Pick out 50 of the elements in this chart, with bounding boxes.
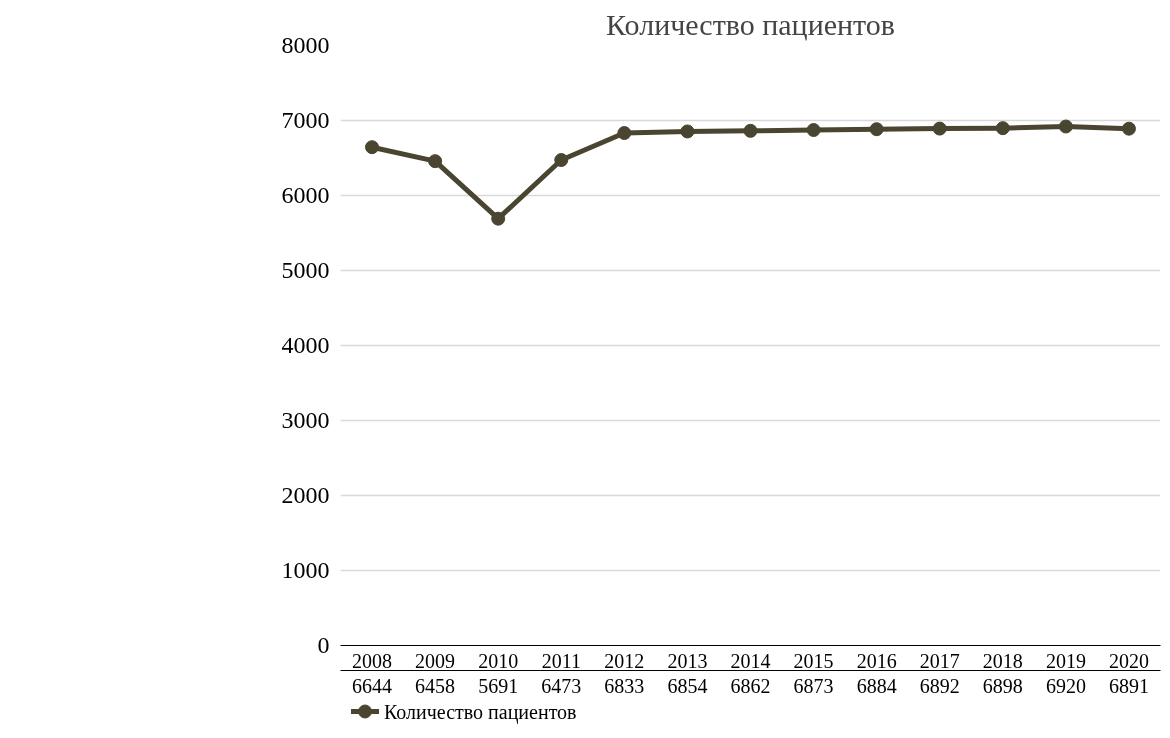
point — [995, 121, 1010, 136]
x-tick-label: 2015 — [793, 649, 834, 672]
point — [743, 123, 758, 138]
point — [428, 154, 443, 169]
x-tick-label: 2014 — [730, 649, 771, 672]
x-tick-label: 2020 — [1108, 649, 1149, 672]
chart-title: Количество пациентов — [606, 7, 895, 41]
x-tick-label: 2019 — [1045, 649, 1086, 672]
data-label: 6833 — [604, 674, 645, 697]
point — [680, 124, 695, 139]
data-label: 6473 — [541, 674, 582, 697]
point — [491, 211, 506, 226]
data-label: 6892 — [919, 674, 960, 697]
x-tick-label: 2010 — [478, 649, 519, 672]
x-tick-label: 2017 — [919, 649, 960, 672]
point — [1058, 119, 1073, 134]
y-tick-label: 7000 — [281, 107, 330, 133]
x-tick-label: 2011 — [541, 649, 581, 672]
y-tick-label: 2000 — [281, 482, 330, 508]
data-label: 6898 — [982, 674, 1023, 697]
y-tick-label: 6000 — [281, 182, 330, 208]
y-tick-label: 1000 — [281, 557, 330, 583]
y-tick-label: 3000 — [281, 407, 330, 433]
point — [932, 121, 947, 136]
y-tick-label: 5000 — [281, 257, 330, 283]
x-tick-label: 2009 — [415, 649, 456, 672]
x-tick-label: 2012 — [604, 649, 645, 672]
data-label: 6854 — [667, 674, 708, 697]
data-label: 6884 — [856, 674, 897, 697]
y-tick-label: 0 — [317, 632, 330, 658]
point — [806, 123, 821, 138]
point — [617, 126, 632, 141]
data-label: 6891 — [1108, 674, 1149, 697]
point — [1121, 121, 1136, 136]
point — [554, 153, 569, 168]
y-tick-label: 4000 — [281, 332, 330, 358]
x-tick-label: 2013 — [667, 649, 708, 672]
data-label: 6644 — [352, 674, 393, 697]
data-label: 6873 — [793, 674, 834, 697]
legend-label: Количество пациентов — [383, 700, 577, 724]
data-label: 6920 — [1045, 674, 1086, 697]
data-label: 5691 — [478, 674, 519, 697]
point — [869, 122, 884, 137]
data-label: 6862 — [730, 674, 771, 697]
y-tick-label: 8000 — [281, 32, 330, 58]
point — [365, 140, 380, 155]
data-label: 6458 — [415, 674, 456, 697]
x-tick-label: 2008 — [352, 649, 393, 672]
x-tick-label: 2016 — [856, 649, 897, 672]
x-tick-label: 2018 — [982, 649, 1023, 672]
